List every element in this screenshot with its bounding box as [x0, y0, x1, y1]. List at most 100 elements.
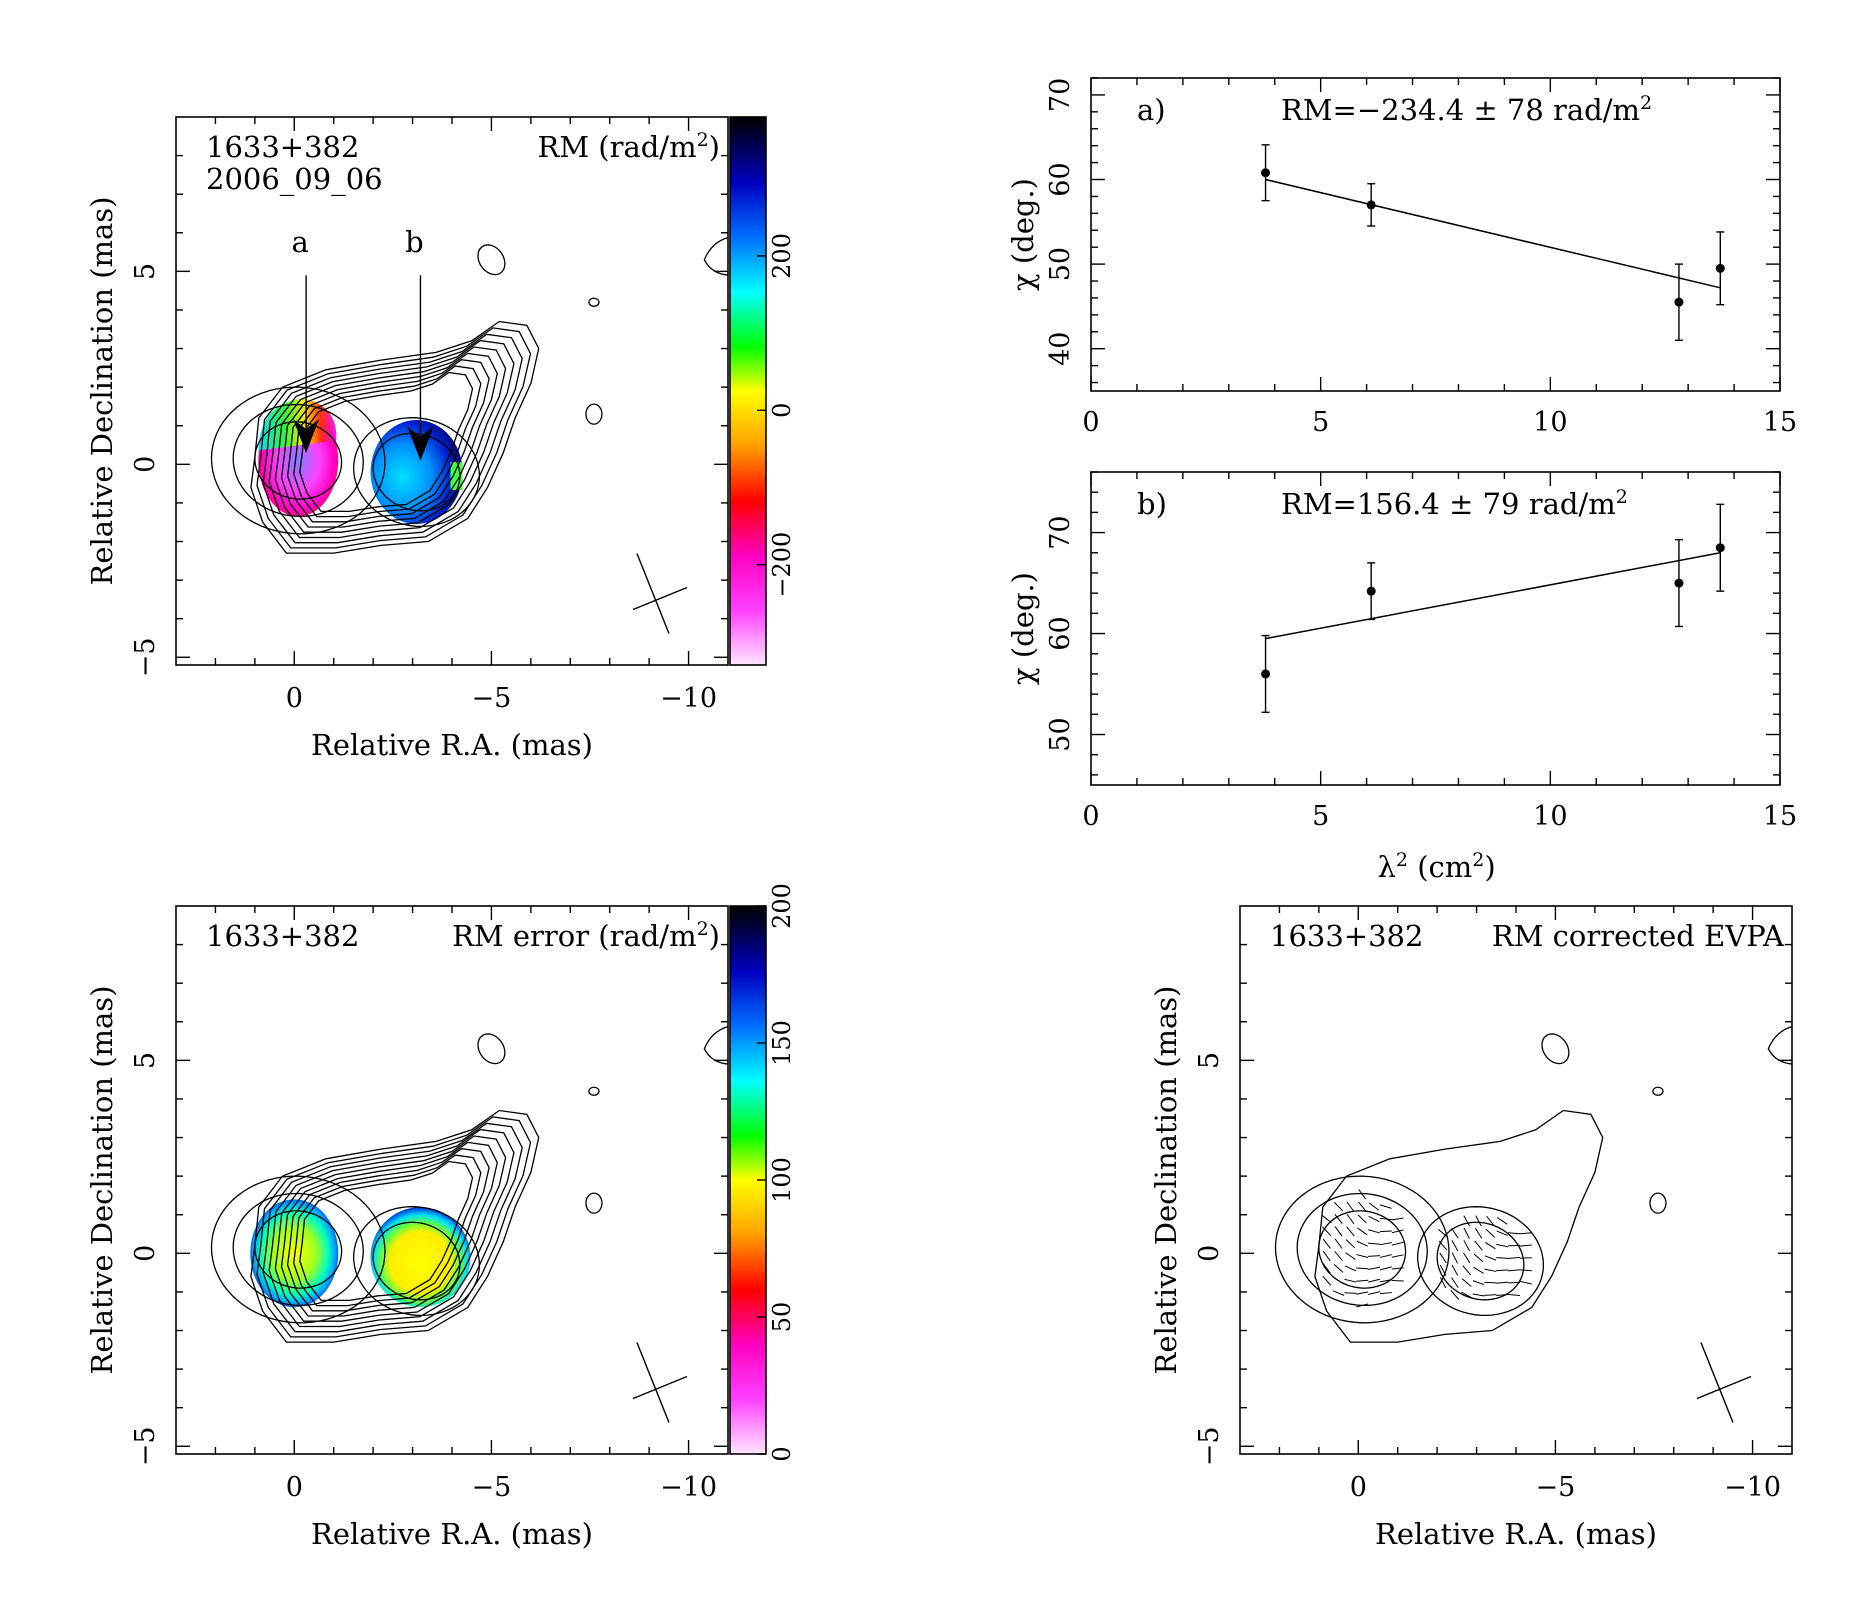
evpa-vector — [1379, 1242, 1392, 1246]
evpa-vector — [1438, 1229, 1449, 1238]
x-tick-label: 0 — [286, 683, 303, 714]
jet-contour — [352, 417, 481, 528]
evpa-vector — [1356, 1279, 1369, 1282]
marker-label-b: b — [405, 225, 424, 259]
core-contour — [210, 1175, 386, 1324]
quantity-label-part: ) — [709, 919, 720, 953]
core-contour — [254, 421, 343, 500]
evpa-vector — [1357, 1227, 1368, 1236]
contour-line — [299, 371, 474, 513]
x-tick-label: 5 — [1312, 407, 1329, 438]
contour-line — [268, 1128, 515, 1328]
evpa-vector — [1345, 1239, 1356, 1249]
island-contour — [1649, 1192, 1667, 1214]
beam-major-axis — [636, 1342, 670, 1423]
quantity-label-part: RM corrected EVPA — [1492, 919, 1785, 953]
evpa-vector — [1334, 1226, 1343, 1237]
data-point — [1674, 297, 1684, 307]
evpa-vector — [1379, 1217, 1392, 1221]
jet-contour — [372, 432, 461, 512]
contour-line — [256, 1116, 532, 1338]
evpa-vector — [1451, 1264, 1459, 1276]
evpa-vector — [1368, 1266, 1381, 1270]
x-tick-label: 0 — [286, 1472, 303, 1503]
evpa-vector — [1391, 1217, 1404, 1221]
evpa-vector — [1519, 1280, 1532, 1285]
x-axis-label-sup: 2 — [1396, 849, 1408, 871]
panel-evpa-map: 0 −5 −10 −5 0 5 Relative R.A. (mas) Relative De… — [1149, 905, 1793, 1551]
y-tick-label: −5 — [130, 1426, 161, 1466]
evpa-vector — [1368, 1278, 1381, 1283]
evpa-vector — [1438, 1240, 1448, 1251]
panel-label: a) — [1137, 93, 1166, 127]
y-tick-label: 0 — [130, 456, 161, 473]
evpa-vector — [1474, 1240, 1483, 1251]
evpa-vector — [1368, 1229, 1380, 1234]
evpa-vector — [1358, 1189, 1367, 1200]
panel-rm-map: a b 0 −5 −10 −5 0 5 Relative R.A. (mas) Relative … — [85, 116, 796, 762]
y-tick-label: 70 — [1045, 515, 1076, 549]
panel-fit-b: 0 5 10 15 50 60 70χ (deg.) b) RM=156.4 ± 79 rad/… — [1006, 471, 1797, 884]
core-contour — [1296, 1192, 1428, 1307]
evpa-vector — [1391, 1279, 1404, 1282]
island-contour — [477, 1033, 506, 1065]
y-tick-label: 5 — [1194, 1052, 1225, 1069]
y-tick-label: 0 — [130, 1245, 161, 1262]
contours — [210, 1025, 728, 1343]
quantity-label: RM (rad/m2) — [538, 129, 720, 164]
data-point — [1366, 200, 1376, 210]
marker-label-a: a — [291, 225, 308, 259]
evpa-vector — [1496, 1281, 1509, 1284]
evpa-vector — [1356, 1267, 1369, 1270]
evpa-vector — [1451, 1277, 1459, 1288]
island-contour — [585, 403, 603, 425]
contour-line — [274, 346, 507, 533]
quantity-label: RM error (rad/m2) — [452, 918, 720, 953]
y-tick-label: 0 — [1194, 1245, 1225, 1262]
colorbar: −200 0 200 — [729, 116, 796, 666]
y-axis-label: Relative Declination (mas) — [1149, 985, 1183, 1374]
x-tick-label: 0 — [1082, 407, 1099, 438]
x-tick-label: −5 — [472, 683, 512, 714]
evpa-vector — [1486, 1215, 1495, 1226]
rm-fit-text: RM=156.4 ± 79 rad/m2 — [1281, 486, 1628, 521]
contour-line — [286, 359, 490, 523]
x-axis-label-part: (cm — [1408, 850, 1472, 884]
contour-line — [256, 327, 532, 549]
evpa-vector — [1379, 1254, 1392, 1258]
quantity-label-sup: 2 — [697, 129, 709, 151]
core-contour — [210, 386, 386, 535]
y-tick-label: 70 — [1045, 78, 1076, 112]
evpa-vector — [1334, 1238, 1343, 1249]
x-tick-label: 15 — [1763, 801, 1797, 832]
evpa-vector — [1463, 1252, 1471, 1264]
evpa-vector — [1472, 1280, 1485, 1286]
evpa-vector — [1461, 1278, 1472, 1287]
evpa-vector — [1475, 1215, 1482, 1227]
evpa-vector — [1472, 1293, 1485, 1297]
marker-arrow-b — [407, 426, 434, 461]
contour-line — [262, 333, 523, 544]
plot-frame — [1239, 905, 1793, 1455]
evpa-vector — [1439, 1264, 1447, 1276]
evpa-vector — [1356, 1303, 1369, 1308]
data-point — [1674, 578, 1684, 588]
evpa-vectors — [1321, 1189, 1532, 1308]
evpa-vector — [1451, 1252, 1459, 1264]
evpa-vector — [1379, 1266, 1392, 1271]
y-tick-label: −5 — [130, 637, 161, 677]
data-point — [1715, 543, 1725, 553]
island-contour — [1652, 1086, 1664, 1096]
y-axis-label: Relative Declination (mas) — [85, 196, 119, 585]
plot-frame — [1090, 471, 1781, 786]
island-contour — [585, 1192, 603, 1214]
y-tick-label: 50 — [1045, 247, 1076, 281]
evpa-vector — [1508, 1269, 1521, 1272]
evpa-vector — [1485, 1241, 1496, 1250]
plot-frame — [175, 116, 729, 666]
edge-contour — [1767, 1025, 1792, 1065]
evpa-vector — [1496, 1217, 1508, 1225]
evpa-vector — [1391, 1254, 1404, 1258]
x-tick-label: −10 — [1724, 1472, 1781, 1503]
core-contour — [232, 1192, 364, 1307]
